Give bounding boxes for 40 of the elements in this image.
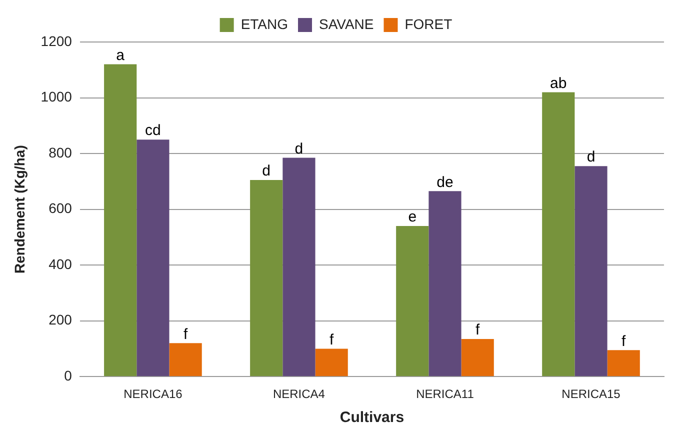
y-tick-label: 0	[64, 367, 72, 384]
data-label: d	[294, 140, 304, 158]
data-label: f	[183, 326, 188, 343]
bar	[542, 92, 575, 376]
x-tick-label: NERICA4	[272, 387, 326, 402]
legend-label: FORET	[404, 16, 453, 32]
bar	[428, 191, 462, 376]
data-label: e	[408, 208, 417, 226]
y-tick-label: 1200	[40, 32, 72, 49]
y-tick-label: 200	[48, 312, 72, 328]
legend-label: ETANG	[240, 16, 288, 32]
data-label: ab	[550, 74, 567, 92]
x-tick-label: NERICA15	[562, 387, 621, 402]
y-tick-label: 800	[48, 144, 72, 160]
data-label: de	[436, 174, 454, 191]
bar	[136, 140, 170, 376]
x-tick-label: NERICA16	[124, 387, 183, 402]
data-label: f	[622, 332, 627, 350]
bar	[315, 348, 348, 376]
bar	[169, 343, 202, 376]
bar	[396, 226, 429, 376]
data-label: cd	[145, 122, 161, 140]
data-label: f	[476, 322, 481, 339]
data-label: a	[116, 46, 126, 64]
bar	[250, 180, 283, 376]
bar	[282, 158, 316, 376]
bar	[607, 350, 640, 376]
y-tick-label: 600	[48, 200, 72, 216]
data-label: d	[586, 148, 596, 166]
data-label: f	[329, 331, 334, 348]
bar	[104, 64, 137, 376]
x-axis-title: Cultivars	[340, 409, 404, 426]
y-tick-label: 400	[48, 256, 72, 272]
data-label: d	[262, 162, 271, 180]
x-tick-label: NERICA11	[416, 387, 474, 402]
legend-label: SAVANE	[319, 16, 374, 32]
y-axis-title: Rendement (Kg/ha)	[11, 145, 28, 274]
bar	[461, 338, 494, 376]
y-tick-label: 1000	[40, 88, 72, 105]
bar	[574, 166, 608, 376]
